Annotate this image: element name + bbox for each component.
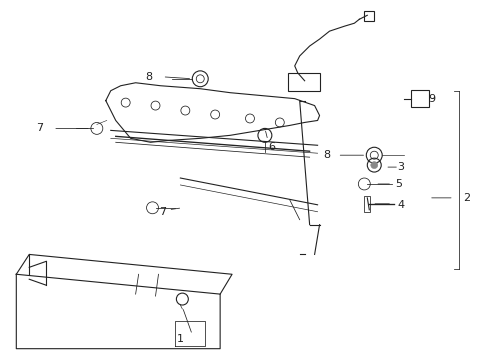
- Text: 7: 7: [159, 207, 166, 217]
- Text: 3: 3: [397, 162, 405, 172]
- Bar: [411, 90, 429, 107]
- Text: 8: 8: [145, 72, 152, 82]
- Text: 7: 7: [36, 123, 43, 134]
- Text: 2: 2: [463, 193, 470, 203]
- Text: 5: 5: [395, 179, 403, 189]
- Bar: [365, 196, 370, 212]
- Circle shape: [371, 162, 378, 168]
- Text: 9: 9: [428, 94, 436, 104]
- Text: 8: 8: [323, 150, 330, 160]
- Text: 1: 1: [177, 334, 184, 344]
- Bar: [288, 73, 319, 91]
- Text: 4: 4: [397, 200, 405, 210]
- Text: 6: 6: [269, 142, 275, 152]
- Bar: [365, 11, 374, 21]
